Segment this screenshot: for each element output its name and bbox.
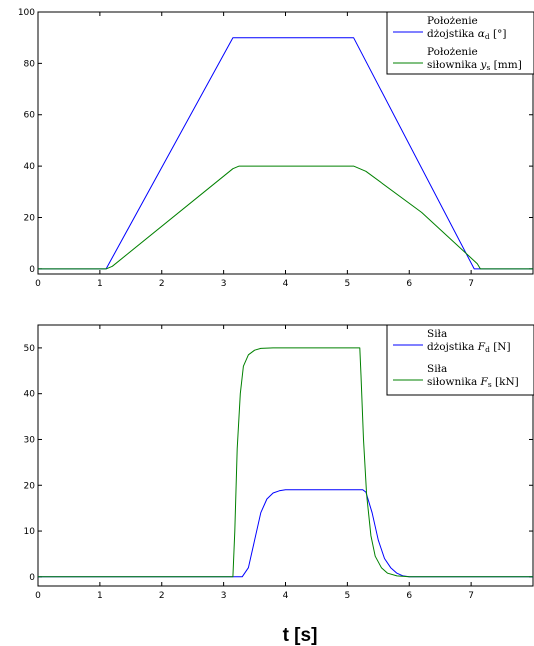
x-tick-label: 6 [406, 591, 412, 601]
x-tick-label: 2 [159, 591, 165, 601]
legend-label: Siła [427, 328, 447, 340]
x-tick-label: 3 [221, 279, 227, 289]
legend-label: siłownika ys [mm] [427, 59, 522, 72]
legend-label: Siła [427, 363, 447, 375]
legend-label: siłownika Fs [kN] [427, 376, 519, 389]
legend-label: dżojstika αd [°] [427, 28, 506, 41]
y-tick-label: 0 [29, 265, 35, 275]
y-tick-label: 20 [24, 481, 36, 491]
legend-label: Położenie [427, 15, 478, 27]
x-tick-label: 3 [221, 591, 227, 601]
y-tick-label: 60 [24, 111, 36, 121]
legend-label: dżojstika Fd [N] [427, 341, 511, 354]
y-tick-label: 80 [24, 59, 36, 69]
y-tick-label: 40 [24, 162, 36, 172]
x-tick-label: 7 [468, 279, 474, 289]
series-line-actuator [38, 165, 533, 270]
x-tick-label: 4 [283, 591, 289, 601]
x-tick-label: 5 [345, 279, 351, 289]
y-tick-label: 40 [24, 390, 36, 400]
legend-box [386, 11, 534, 75]
legend-label: Położenie [427, 46, 478, 58]
series-line-actuator [38, 347, 533, 578]
x-tick-label: 0 [35, 591, 41, 601]
x-tick-label: 4 [283, 279, 289, 289]
x-tick-label: 2 [159, 279, 165, 289]
x-tick-label: 0 [35, 279, 41, 289]
x-tick-label: 5 [345, 591, 351, 601]
y-tick-label: 10 [24, 527, 36, 537]
x-tick-label: 7 [468, 591, 474, 601]
y-tick-label: 50 [24, 344, 36, 354]
y-tick-label: 30 [24, 435, 36, 445]
legend-box [386, 324, 534, 396]
x-tick-label: 6 [406, 279, 412, 289]
y-tick-label: 100 [18, 8, 35, 18]
series-line-joystick [38, 489, 533, 578]
x-tick-label: 1 [97, 591, 103, 601]
y-tick-label: 20 [24, 213, 36, 223]
x-tick-label: 1 [97, 279, 103, 289]
y-tick-label: 0 [29, 573, 35, 583]
x-axis-label: t [s] [283, 625, 318, 646]
